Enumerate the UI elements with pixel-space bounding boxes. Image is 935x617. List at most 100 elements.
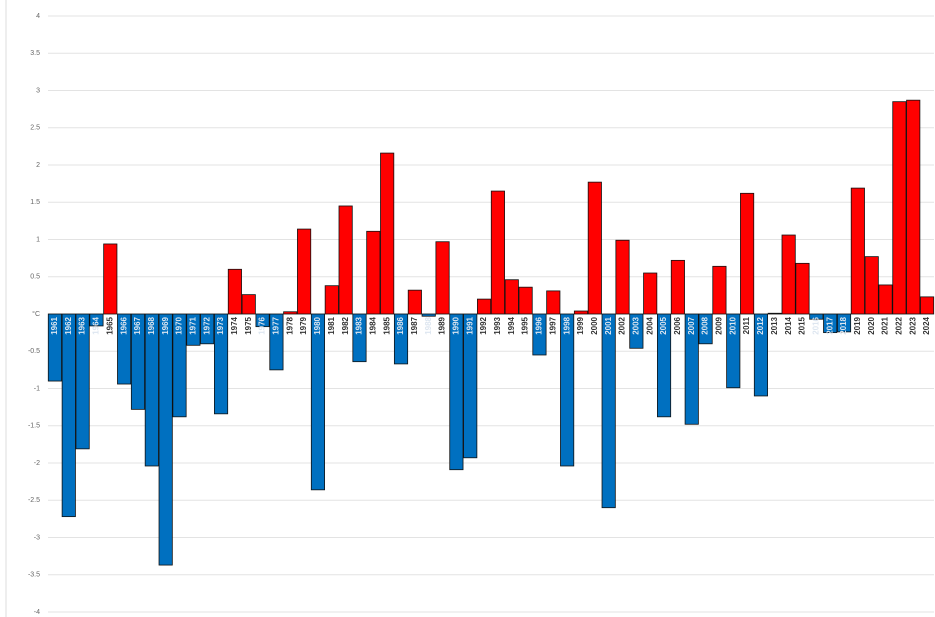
x-tick-label: 1985 xyxy=(382,316,391,334)
x-tick-label: 1992 xyxy=(479,316,488,334)
bar xyxy=(380,152,395,315)
x-tick-label: 1974 xyxy=(230,316,239,334)
x-tick-label: 1983 xyxy=(355,316,364,334)
x-tick-label: 2005 xyxy=(659,316,668,334)
x-tick-label: 1963 xyxy=(78,316,87,334)
x-tick-label: 2017 xyxy=(825,316,834,334)
x-tick-label: 2002 xyxy=(618,316,627,334)
bar xyxy=(878,284,893,315)
bar xyxy=(657,313,672,418)
y-tick-label: -3 xyxy=(34,534,40,541)
x-tick-label: 2015 xyxy=(798,316,807,334)
x-tick-label: 1967 xyxy=(133,316,142,334)
bar xyxy=(269,313,284,371)
bar xyxy=(712,265,727,315)
bar xyxy=(310,313,325,491)
y-tick-label: -2 xyxy=(34,460,40,467)
y-tick-label: -2.5 xyxy=(28,497,40,504)
bar xyxy=(338,205,353,315)
x-tick-label: 2020 xyxy=(867,316,876,334)
x-tick-label: 1990 xyxy=(452,316,461,334)
x-tick-label: 1964 xyxy=(92,316,101,334)
bar xyxy=(518,286,533,315)
bar xyxy=(850,187,865,315)
y-tick-label: 0.5 xyxy=(30,274,40,281)
x-tick-label: 1988 xyxy=(424,316,433,334)
bar xyxy=(103,243,118,315)
y-tick-label: 4 xyxy=(36,13,40,20)
bar xyxy=(435,241,450,315)
x-tick-label: 2000 xyxy=(590,316,599,334)
y-tick-label: -4 xyxy=(34,609,40,616)
bar xyxy=(920,296,935,315)
bar xyxy=(753,313,768,397)
bar xyxy=(836,313,852,333)
bar xyxy=(490,190,505,315)
y-tick-label: 3.5 xyxy=(30,50,40,57)
x-tick-label: 2006 xyxy=(673,316,682,334)
bar xyxy=(809,313,824,320)
x-tick-label: 2003 xyxy=(631,316,640,334)
x-tick-label: 1969 xyxy=(161,316,170,334)
bar xyxy=(117,313,132,385)
x-tick-label: 2004 xyxy=(645,316,654,334)
bar xyxy=(767,312,782,315)
x-tick-label: 2013 xyxy=(770,316,779,334)
x-tick-label: 1973 xyxy=(216,316,225,334)
x-tick-label: 1981 xyxy=(327,316,336,334)
y-tick-label: °C xyxy=(32,310,40,318)
bar xyxy=(200,313,215,345)
bar xyxy=(407,289,422,315)
x-tick-label: 1982 xyxy=(341,316,350,334)
x-tick-label: 1971 xyxy=(188,316,197,334)
bar xyxy=(864,256,879,315)
bar xyxy=(587,181,602,315)
x-tick-label: 1966 xyxy=(119,316,128,334)
x-tick-label: 1970 xyxy=(175,316,184,334)
x-tick-label: 1998 xyxy=(562,316,571,334)
y-tick-label: -1 xyxy=(34,385,40,392)
x-tick-label: 1979 xyxy=(299,316,308,334)
bar xyxy=(560,313,575,467)
bar xyxy=(324,285,339,315)
x-tick-label: 2014 xyxy=(784,316,793,334)
bar xyxy=(297,228,312,315)
x-tick-label: 2016 xyxy=(811,316,820,334)
x-tick-label: 1980 xyxy=(313,316,322,334)
x-tick-label: 2018 xyxy=(839,316,848,334)
x-tick-label: 2021 xyxy=(881,316,890,334)
bar xyxy=(61,313,76,518)
bar xyxy=(366,230,381,315)
x-tick-label: 1987 xyxy=(410,316,419,334)
bar xyxy=(47,313,62,382)
x-tick-label: 2024 xyxy=(922,316,931,334)
x-tick-label: 1968 xyxy=(147,316,156,334)
bar xyxy=(740,192,755,315)
y-tick-label: -0.5 xyxy=(28,348,40,355)
bar xyxy=(89,313,104,327)
bar xyxy=(172,313,187,418)
y-tick-label: -1.5 xyxy=(28,423,40,430)
bar xyxy=(546,290,561,315)
bar xyxy=(75,313,90,450)
x-tick-label: 1975 xyxy=(244,316,253,334)
x-tick-label: 2007 xyxy=(687,316,696,334)
bar xyxy=(601,313,616,509)
bar xyxy=(504,279,519,315)
bar xyxy=(698,313,713,345)
x-tick-label: 1994 xyxy=(507,316,516,334)
bar xyxy=(781,234,796,315)
bar xyxy=(255,313,270,328)
bar xyxy=(214,313,229,415)
y-tick-label: 1.5 xyxy=(30,199,40,206)
x-tick-label: 1989 xyxy=(438,316,447,334)
bar xyxy=(643,272,658,315)
x-tick-label: 1972 xyxy=(202,316,211,334)
x-tick-label: 2012 xyxy=(756,316,765,334)
x-tick-label: 1976 xyxy=(258,316,267,334)
bar xyxy=(823,313,838,334)
bar xyxy=(283,311,298,315)
x-tick-label: 1962 xyxy=(64,316,73,334)
y-tick-label: 1 xyxy=(36,236,40,243)
